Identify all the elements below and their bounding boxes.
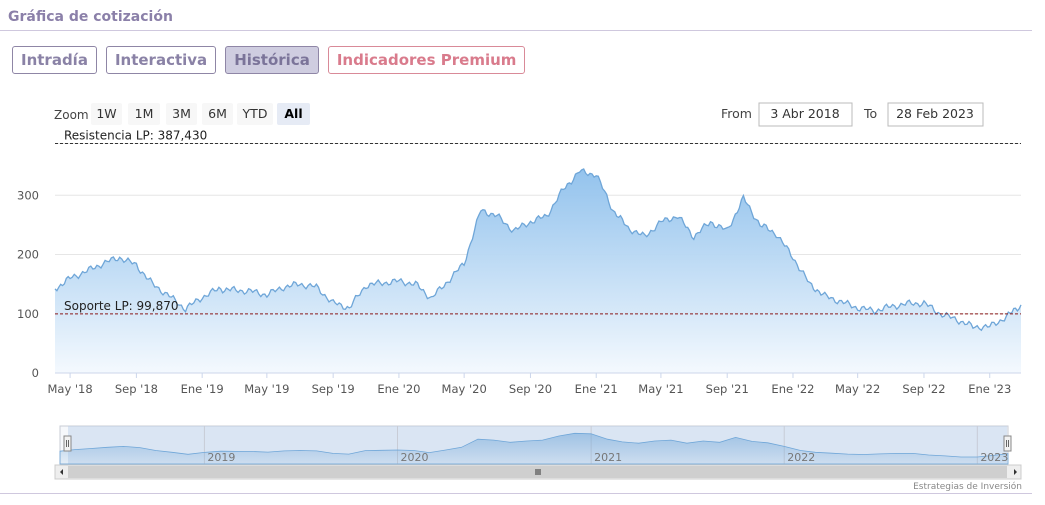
tab-intradia[interactable]: Intradía: [12, 46, 97, 74]
zoom-button-bg[interactable]: [91, 103, 122, 125]
zoom-button-3m[interactable]: 3M: [166, 103, 197, 125]
navigator-year-label: 2020: [401, 451, 429, 464]
stock-chart: Zoom 1W 1M 3M 6M YTD All From 3 Abr 2018 To 2…: [0, 96, 1045, 496]
x-tick-label: Ene '22: [771, 382, 814, 396]
zoom-button-all[interactable]: All: [277, 103, 310, 125]
zoom-button-6m[interactable]: 6M: [202, 103, 233, 125]
navigator-handle-left[interactable]: [63, 435, 72, 452]
y-tick-label: 100: [17, 307, 39, 321]
zoom-button-bg[interactable]: [202, 103, 233, 125]
zoom-button-bg[interactable]: [277, 103, 310, 125]
x-tick-label: Ene '20: [377, 382, 420, 396]
tab-historica[interactable]: Histórica: [225, 46, 319, 74]
to-date-input[interactable]: [887, 102, 984, 127]
from-date-value: 3 Abr 2018: [770, 106, 839, 121]
x-tick-label: May '21: [638, 382, 683, 396]
x-tick-label: Sep '19: [312, 382, 355, 396]
x-tick-label: Ene '21: [575, 382, 618, 396]
y-tick-label: 0: [32, 366, 39, 380]
support-label: Soporte LP: 99,870: [64, 299, 179, 313]
zoom-button-ytd[interactable]: YTD: [237, 103, 273, 125]
x-tick-label: Ene '23: [968, 382, 1011, 396]
from-date-input[interactable]: [758, 102, 853, 127]
zoom-button-label: All: [284, 106, 302, 121]
to-date-value: 28 Feb 2023: [896, 106, 974, 121]
x-tick-label: Ene '19: [181, 382, 224, 396]
zoom-button-bg[interactable]: [237, 103, 273, 125]
x-tick-label: May '18: [47, 382, 92, 396]
zoom-button-bg[interactable]: [166, 103, 197, 125]
footer-divider: [0, 493, 1032, 494]
x-tick-label: May '19: [244, 382, 289, 396]
navigator-handle-right[interactable]: [1003, 435, 1012, 452]
zoom-button-1m[interactable]: 1M: [128, 103, 160, 125]
price-line: [54, 168, 1022, 332]
zoom-buttons: 1W 1M 3M 6M YTD All: [91, 103, 310, 125]
credits: Estrategias de Inversión: [913, 481, 1022, 492]
header-divider: [0, 30, 1032, 31]
navigator-year-label: 2023: [980, 451, 1008, 464]
zoom-button-label: 1M: [135, 106, 154, 121]
zoom-button-label: 6M: [208, 106, 227, 121]
navigator: 2019 2020 2021 2022 2023: [59, 425, 1012, 465]
x-axis-ticks: May '18 Sep '18 Ene '19 May '19 Sep '19 Ene '…: [47, 372, 1021, 396]
y-tick-label: 300: [17, 188, 39, 202]
to-label: To: [863, 106, 877, 121]
chart-svg: Zoom 1W 1M 3M 6M YTD All From 3 Abr 2018 To 2…: [17, 102, 1022, 492]
zoom-button-label: YTD: [242, 106, 268, 121]
x-tick-label: Sep '22: [902, 382, 945, 396]
chart-tabs: Intradía Interactiva Histórica Indicador…: [12, 46, 526, 74]
scroll-left-arrow-icon[interactable]: [60, 469, 63, 475]
scroll-right-arrow-icon[interactable]: [1014, 469, 1017, 475]
navigator-year-label: 2022: [787, 451, 815, 464]
x-tick-label: May '20: [442, 382, 487, 396]
navigator-year-label: 2019: [207, 451, 235, 464]
from-label: From: [721, 106, 752, 121]
zoom-label: Zoom: [54, 108, 89, 122]
tab-interactiva[interactable]: Interactiva: [105, 46, 217, 74]
scrollbar[interactable]: [54, 464, 1022, 480]
tab-indicadores-premium[interactable]: Indicadores Premium: [327, 46, 526, 74]
y-axis-ticks: 0 100 200 300: [17, 188, 39, 380]
page-title: Gráfica de cotización: [8, 9, 173, 25]
navigator-labels: 2019 2020 2021 2022 2023: [207, 451, 1008, 464]
zoom-button-label: 1W: [96, 106, 116, 121]
x-tick-label: Sep '21: [706, 382, 749, 396]
zoom-button-1w[interactable]: 1W: [91, 103, 122, 125]
y-tick-label: 200: [17, 248, 39, 262]
navigator-series: [59, 432, 1009, 465]
x-tick-label: May '22: [835, 382, 880, 396]
navigator-year-label: 2021: [594, 451, 622, 464]
x-tick-label: Sep '20: [509, 382, 552, 396]
x-tick-label: Sep '18: [115, 382, 158, 396]
zoom-button-bg[interactable]: [128, 103, 160, 125]
resistance-label: Resistencia LP: 387,430: [64, 128, 207, 142]
price-area: [55, 169, 1021, 373]
zoom-button-label: 3M: [172, 106, 191, 121]
